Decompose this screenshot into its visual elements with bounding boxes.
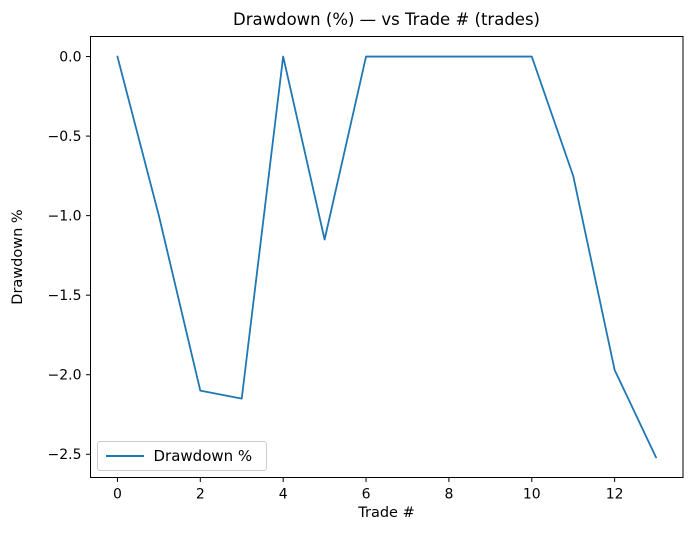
y-tick-label: −0.5 xyxy=(48,129,82,145)
x-tick-label: 8 xyxy=(444,487,453,503)
x-tick-label: 2 xyxy=(196,487,205,503)
x-tick-label: 4 xyxy=(279,487,288,503)
y-tick-label: −2.5 xyxy=(48,447,82,463)
y-tick-label: −1.5 xyxy=(48,288,82,304)
axes-frame xyxy=(90,36,684,478)
x-tick-label: 10 xyxy=(523,487,541,503)
x-tick-label: 6 xyxy=(362,487,371,503)
x-axis-label: Trade # xyxy=(358,505,415,521)
x-tick-label: 12 xyxy=(606,487,624,503)
chart-title: Drawdown (%) — vs Trade # (trades) xyxy=(233,10,540,29)
legend: Drawdown % xyxy=(96,440,267,471)
series-line xyxy=(116,55,657,459)
x-tick-label: 0 xyxy=(113,487,122,503)
legend-line-sample xyxy=(105,454,144,457)
y-tick-label: 0.0 xyxy=(59,49,81,65)
legend-label: Drawdown % xyxy=(153,446,253,465)
y-tick-label: −2.0 xyxy=(48,368,82,384)
y-tick-label: −1.0 xyxy=(48,208,82,224)
